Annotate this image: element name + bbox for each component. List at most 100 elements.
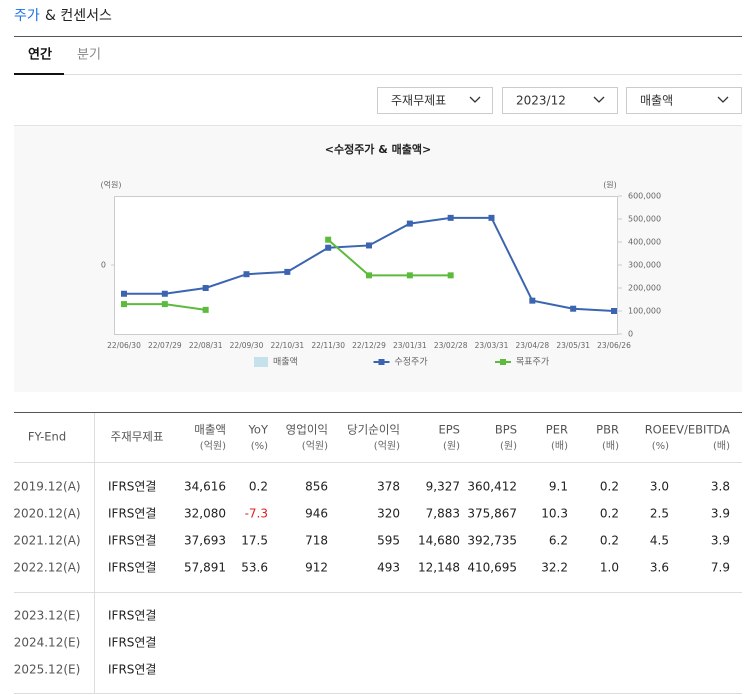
filter-select[interactable]: 2023/12 <box>502 87 618 114</box>
legend-label: 수정주가 <box>395 357 428 368</box>
column-unit: (억원) <box>374 440 400 452</box>
y-axis-label: (억원) <box>101 180 122 190</box>
table-cell: 9,327 <box>426 480 460 494</box>
chart-title: <수정주가 & 매출액> <box>325 142 432 156</box>
table-cell: 2025.12(E) <box>14 663 81 677</box>
table-cell: 378 <box>377 480 400 494</box>
table-cell: 1.0 <box>600 561 619 575</box>
table-cell: 14,680 <box>418 534 460 548</box>
point-marker <box>366 242 372 249</box>
legend-label: 매출액 <box>273 356 298 368</box>
point-marker <box>121 301 127 308</box>
table-cell: 718 <box>305 534 328 548</box>
legend-swatch <box>254 357 268 367</box>
table-cell: 2019.12(A) <box>13 480 80 494</box>
table-cell: 10.3 <box>541 507 568 521</box>
table-cell: 320 <box>377 507 400 521</box>
point-marker <box>161 290 168 297</box>
column-unit: (억원) <box>302 440 328 452</box>
table-bottom-rule <box>14 693 742 694</box>
column-header: EPS <box>438 423 460 437</box>
x-tick-label: 23/05/31 <box>556 341 590 350</box>
table-cell: 410,695 <box>467 561 517 575</box>
tab-quarter[interactable]: 분기 <box>77 48 101 63</box>
title-accent: 주가 <box>14 8 40 24</box>
x-tick-label: 22/09/30 <box>230 341 264 350</box>
x-tick-label: 23/06/26 <box>597 341 631 350</box>
y-tick-label: 0 <box>101 261 106 270</box>
table-cell: 7.9 <box>711 561 730 575</box>
table-layer: FY-End 주재무제표 매출액 (억원) YoY (%) 영업이익 (억원) 당기순이익 (억원… <box>13 423 730 677</box>
point-marker <box>243 271 250 278</box>
table-cell: 53.6 <box>241 561 268 575</box>
table-cell: 0.2 <box>600 507 619 521</box>
table-cell: 2.5 <box>650 507 669 521</box>
table-cell: IFRS연결 <box>108 534 156 548</box>
point-marker <box>611 308 617 314</box>
table-cell: 4.5 <box>650 534 669 548</box>
point-marker <box>406 272 413 279</box>
column-unit: (배) <box>713 440 730 452</box>
table-cell: 856 <box>305 480 328 494</box>
tab-annual[interactable]: 연간 <box>28 47 52 63</box>
table-cell: IFRS연결 <box>108 663 156 677</box>
table-cell: 3.0 <box>650 480 669 494</box>
table-cell: 2021.12(A) <box>13 534 80 548</box>
tab-rule <box>14 74 742 75</box>
table-cell: 32.2 <box>541 561 568 575</box>
filter-text: 매출액 <box>640 94 673 108</box>
table-cell: 2023.12(E) <box>14 609 81 623</box>
table-cell: 0.2 <box>249 480 268 494</box>
table-header-rule <box>14 462 742 463</box>
x-tick-label: 22/11/30 <box>311 341 345 350</box>
table-cell: -7.3 <box>245 507 268 521</box>
point-marker <box>447 214 454 221</box>
point-marker <box>202 285 209 291</box>
point-marker <box>325 244 332 251</box>
table-cell: IFRS연결 <box>108 636 156 650</box>
point-marker <box>570 305 577 312</box>
column-header: ROE <box>645 423 669 437</box>
x-tick-label: 23/03/31 <box>475 341 509 350</box>
table-cell: 37,693 <box>184 534 226 548</box>
table-cell: 2020.12(A) <box>13 507 80 521</box>
title-rule <box>14 36 742 37</box>
table-cell: 0.2 <box>600 534 619 548</box>
filter-text: 2023/12 <box>516 94 566 108</box>
table-cell: 9.1 <box>549 480 568 494</box>
legend-swatch <box>500 359 506 365</box>
x-tick-label: 22/06/30 <box>107 341 141 350</box>
table-cell: 0.2 <box>600 480 619 494</box>
point-marker <box>406 220 413 227</box>
column-header: YoY <box>247 423 269 437</box>
table-cell: 12,148 <box>418 561 460 575</box>
point-marker <box>488 214 495 221</box>
table-cell: IFRS연결 <box>108 609 156 623</box>
table-cell: 392,735 <box>467 534 517 548</box>
table-cell: 912 <box>305 561 328 575</box>
series-line <box>327 238 451 277</box>
table-column-rule <box>94 413 95 693</box>
table-cell: 7,883 <box>426 507 460 521</box>
column-header: BPS <box>495 423 517 437</box>
table-cell: IFRS연결 <box>108 561 156 575</box>
title-rest: & 컨센서스 <box>45 8 112 24</box>
y2-tick-label: 500,000 <box>628 215 661 224</box>
column-unit: (%) <box>251 441 268 452</box>
column-unit: (배) <box>602 440 619 452</box>
table-cell: 946 <box>305 507 328 521</box>
column-header: FY-End <box>28 430 66 444</box>
x-tick-label: 23/04/28 <box>515 341 549 350</box>
point-marker <box>202 306 209 313</box>
filter-select[interactable]: 주재무제표 <box>377 87 493 114</box>
y2-tick-label: 400,000 <box>628 238 661 247</box>
filter-select[interactable]: 매출액 <box>626 87 742 114</box>
column-header: EV/EBITDA <box>669 423 730 437</box>
y2-tick-label: 300,000 <box>628 261 661 270</box>
point-marker <box>529 297 536 304</box>
y2-tick-label: 600,000 <box>628 192 661 201</box>
x-tick-label: 22/07/29 <box>148 341 182 350</box>
table-cell: IFRS연결 <box>108 480 156 494</box>
column-header: 주재무제표 <box>111 430 164 444</box>
table-top-rule <box>14 412 742 413</box>
